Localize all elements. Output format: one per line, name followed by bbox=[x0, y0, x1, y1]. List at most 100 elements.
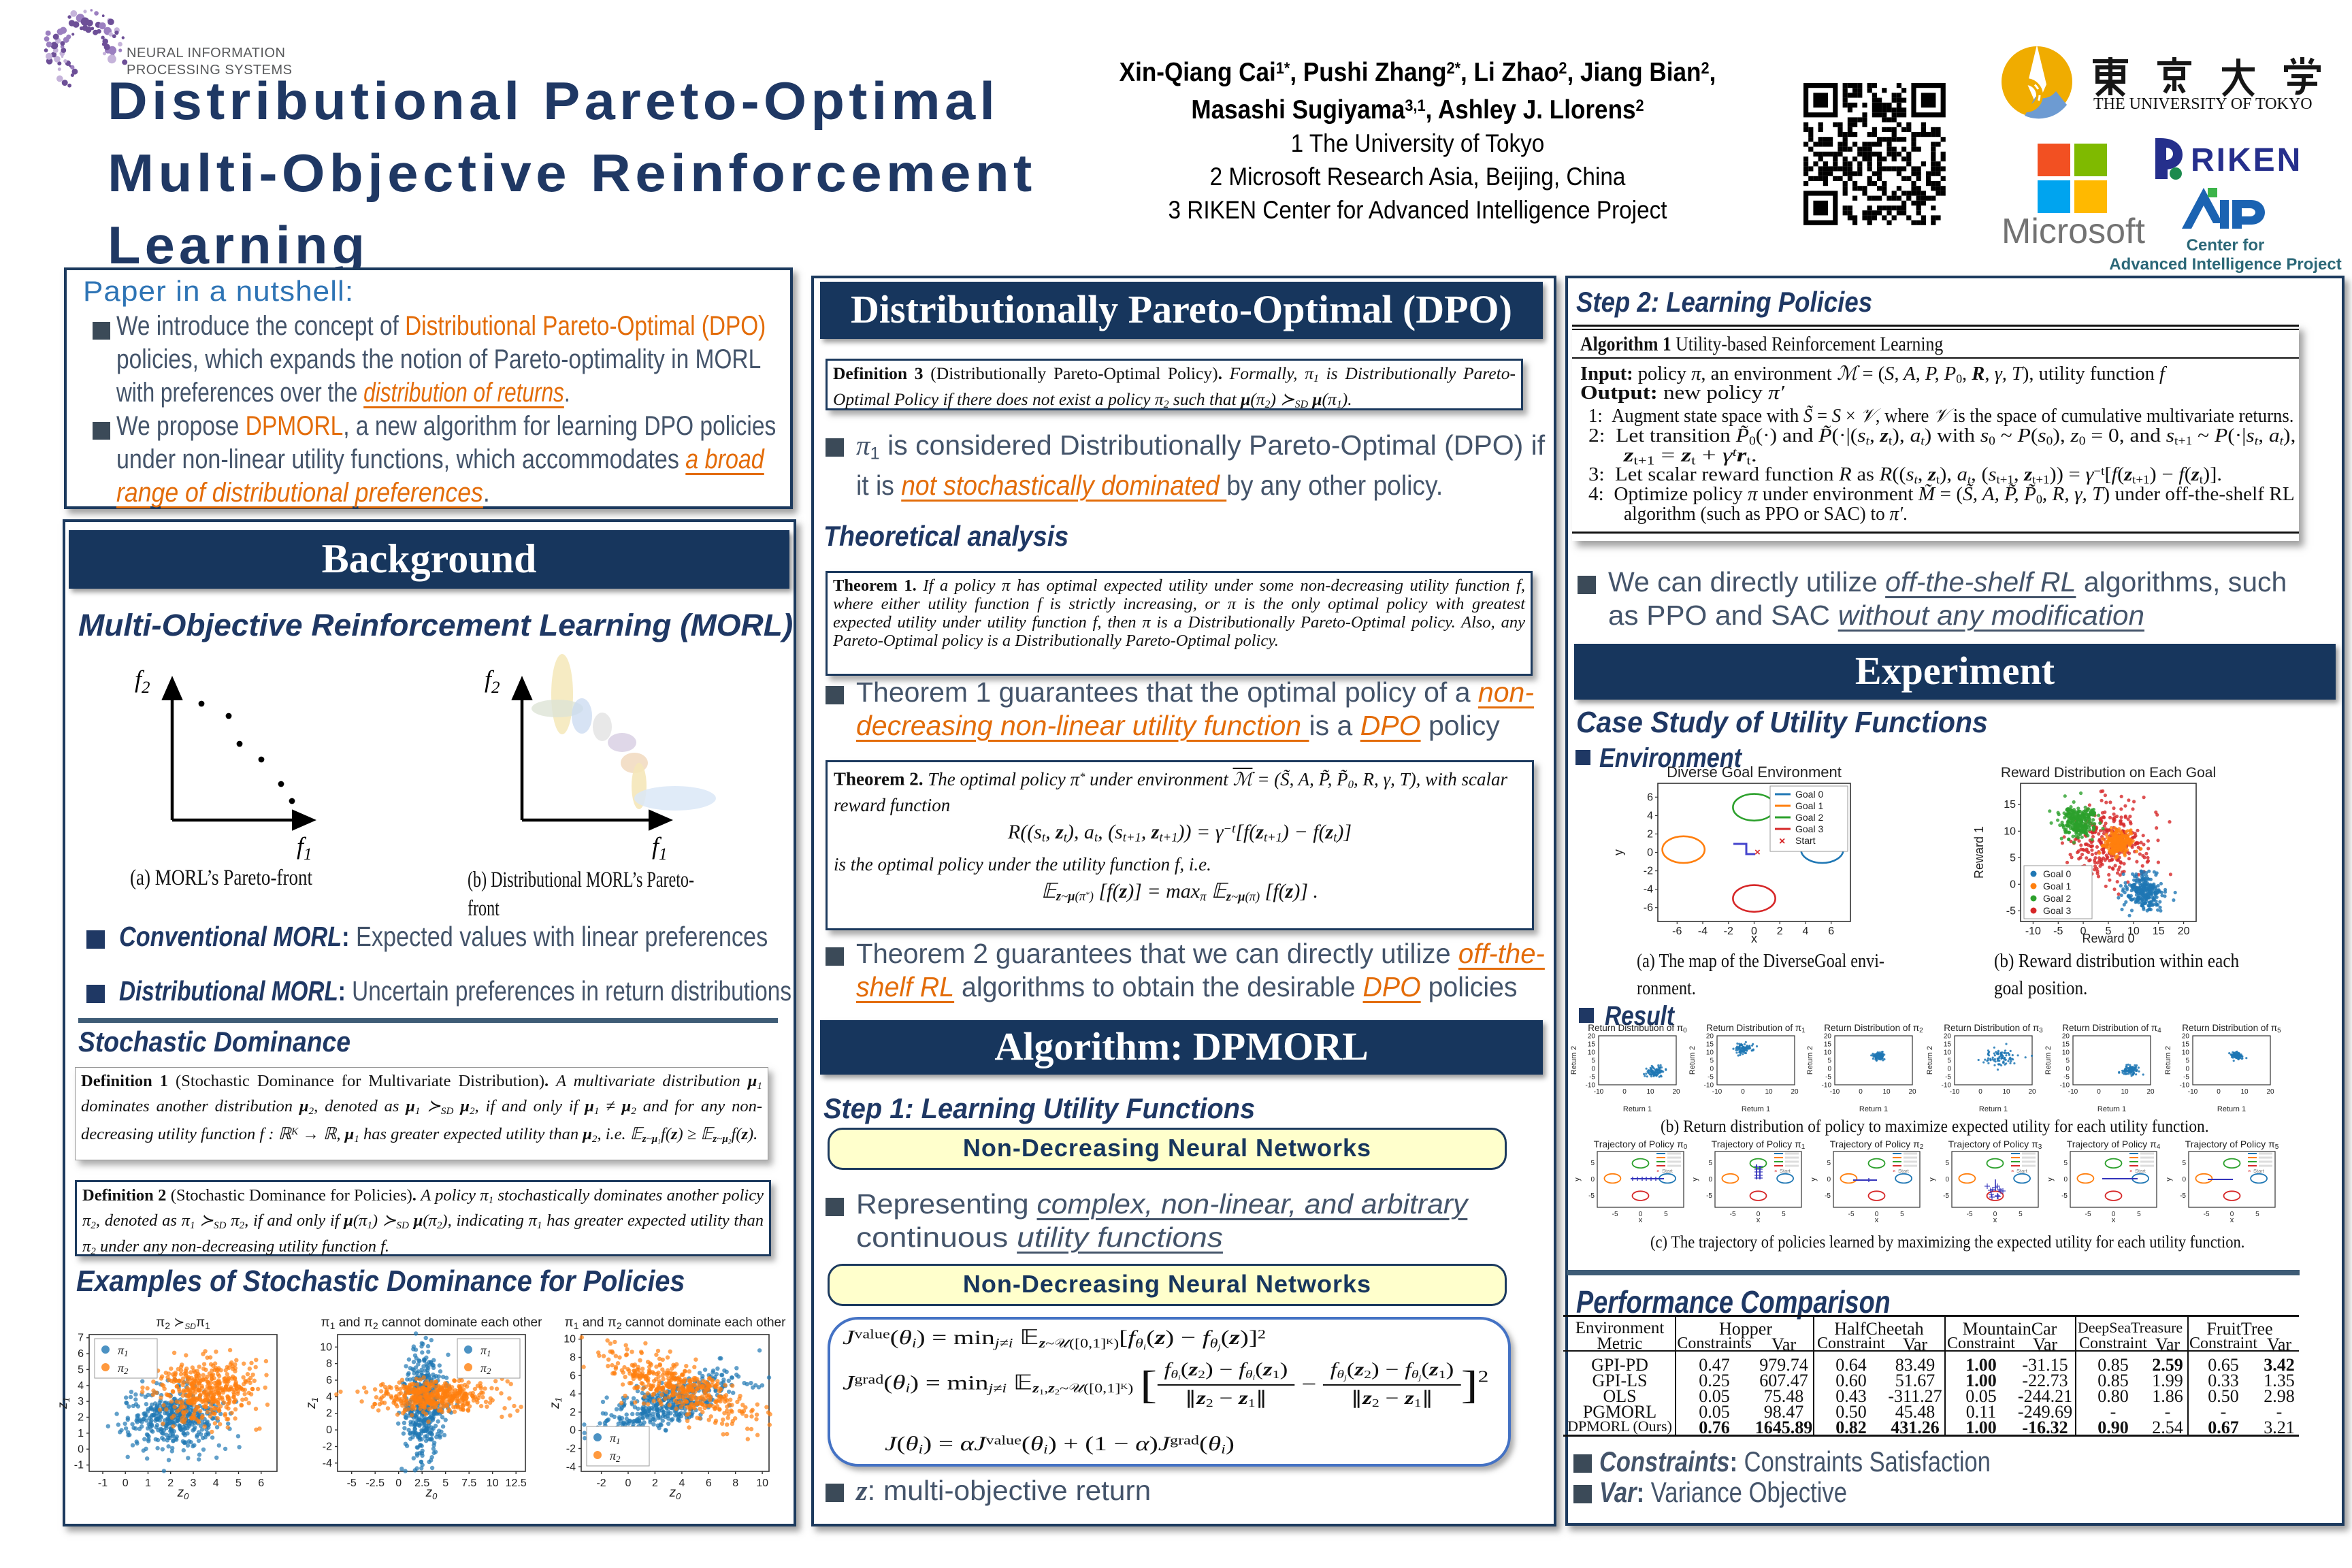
svg-text:0: 0 bbox=[1945, 1176, 1949, 1183]
svg-text:2: 2 bbox=[167, 1477, 174, 1489]
svg-text:10: 10 bbox=[2240, 1088, 2249, 1096]
svg-text:2: 2 bbox=[570, 1407, 576, 1418]
svg-text:10: 10 bbox=[2127, 926, 2140, 937]
svg-text:2: 2 bbox=[326, 1408, 332, 1420]
svg-text:2: 2 bbox=[1777, 926, 1783, 937]
svg-text:15: 15 bbox=[2182, 1041, 2190, 1049]
svg-text:z1: z1 bbox=[58, 1397, 71, 1409]
svg-text:20: 20 bbox=[1706, 1033, 1714, 1041]
svg-text:6: 6 bbox=[258, 1477, 264, 1489]
svg-text:20: 20 bbox=[2062, 1033, 2070, 1041]
svg-text:×: × bbox=[1893, 1168, 1895, 1174]
svg-text:-5: -5 bbox=[1943, 1192, 1949, 1200]
svg-text:10: 10 bbox=[1882, 1088, 1891, 1096]
svg-text:5: 5 bbox=[442, 1477, 448, 1489]
svg-text:12.5: 12.5 bbox=[506, 1477, 527, 1489]
svg-text:5: 5 bbox=[2185, 1058, 2189, 1065]
svg-text:-1: -1 bbox=[74, 1460, 84, 1471]
svg-text:Goal 1: Goal 1 bbox=[2043, 881, 2071, 892]
svg-text:0: 0 bbox=[1827, 1176, 1831, 1183]
svg-text:-5: -5 bbox=[347, 1477, 357, 1489]
svg-text:0: 0 bbox=[1708, 1176, 1712, 1183]
svg-text:-4: -4 bbox=[1698, 926, 1708, 937]
svg-text:6: 6 bbox=[1647, 791, 1653, 803]
svg-text:5: 5 bbox=[1827, 1160, 1831, 1167]
svg-text:Start: Start bbox=[1780, 1168, 1791, 1174]
svg-text:Return Distribution of π2: Return Distribution of π2 bbox=[1824, 1023, 1923, 1034]
svg-text:-10: -10 bbox=[1586, 1082, 1596, 1090]
svg-text:Start: Start bbox=[1795, 835, 1816, 846]
svg-text:y: y bbox=[1573, 1177, 1582, 1181]
svg-text:10: 10 bbox=[2004, 826, 2016, 837]
svg-text:×: × bbox=[2011, 1168, 2014, 1174]
svg-text:-10: -10 bbox=[2068, 1088, 2078, 1096]
svg-text:0: 0 bbox=[122, 1477, 129, 1489]
svg-text:-6: -6 bbox=[1672, 926, 1682, 937]
svg-text:-5: -5 bbox=[1848, 1211, 1855, 1218]
svg-text:Goal 3: Goal 3 bbox=[1795, 823, 1823, 834]
svg-text:0: 0 bbox=[1590, 1176, 1595, 1183]
svg-text:15: 15 bbox=[1706, 1041, 1714, 1049]
svg-text:f2: f2 bbox=[485, 666, 500, 697]
svg-text:-5: -5 bbox=[1967, 1211, 1973, 1218]
svg-text:Start: Start bbox=[1898, 1168, 1910, 1174]
svg-text:0: 0 bbox=[1757, 1211, 1761, 1218]
svg-text:-2: -2 bbox=[323, 1441, 332, 1453]
svg-text:-5: -5 bbox=[1825, 1192, 1831, 1200]
svg-text:Reward Distribution on Each Go: Reward Distribution on Each Goal bbox=[2001, 765, 2216, 781]
svg-text:20: 20 bbox=[2178, 926, 2190, 937]
svg-text:Advanced Intelligence Project: Advanced Intelligence Project bbox=[2109, 255, 2341, 274]
svg-text:Goal 0: Goal 0 bbox=[1795, 789, 1823, 800]
svg-text:20: 20 bbox=[2028, 1088, 2036, 1096]
svg-text:z0: z0 bbox=[177, 1486, 190, 1499]
svg-text:Goal 2: Goal 2 bbox=[1795, 812, 1823, 823]
svg-text:10: 10 bbox=[320, 1341, 332, 1353]
svg-text:-5: -5 bbox=[2053, 926, 2063, 937]
svg-text:15: 15 bbox=[2153, 926, 2165, 937]
svg-text:20: 20 bbox=[2146, 1088, 2155, 1096]
svg-text:5: 5 bbox=[1945, 1160, 1949, 1167]
svg-text:20: 20 bbox=[1672, 1088, 1680, 1096]
svg-text:×: × bbox=[1779, 836, 1785, 847]
svg-text:10: 10 bbox=[1944, 1049, 1952, 1057]
svg-text:4: 4 bbox=[213, 1477, 219, 1489]
svg-text:10: 10 bbox=[2121, 1088, 2129, 1096]
svg-text:10: 10 bbox=[2002, 1088, 2010, 1096]
svg-text:0: 0 bbox=[1591, 1066, 1595, 1073]
svg-text:20: 20 bbox=[1824, 1033, 1832, 1041]
svg-text:Goal 3: Goal 3 bbox=[2043, 905, 2071, 916]
svg-text:-10: -10 bbox=[2188, 1088, 2198, 1096]
svg-text:-5: -5 bbox=[1588, 1192, 1595, 1200]
svg-text:0: 0 bbox=[2217, 1088, 2221, 1096]
svg-text:Return 1: Return 1 bbox=[1979, 1105, 2008, 1113]
svg-text:-10: -10 bbox=[2060, 1082, 2070, 1090]
svg-text:10: 10 bbox=[1706, 1049, 1714, 1057]
svg-text:Return Distribution of π5: Return Distribution of π5 bbox=[2182, 1023, 2281, 1034]
svg-text:10: 10 bbox=[1765, 1088, 1773, 1096]
svg-text:0: 0 bbox=[1859, 1088, 1863, 1096]
svg-text:8: 8 bbox=[732, 1477, 738, 1489]
svg-text:0: 0 bbox=[2080, 926, 2087, 937]
svg-text:-10: -10 bbox=[1950, 1088, 1960, 1096]
svg-text:3: 3 bbox=[191, 1477, 197, 1489]
svg-text:-5: -5 bbox=[1730, 1211, 1736, 1218]
svg-text:π1 and π2 cannot dominate each: π1 and π2 cannot dominate each other bbox=[321, 1316, 543, 1331]
svg-text:10: 10 bbox=[2182, 1049, 2190, 1057]
svg-text:Return 1: Return 1 bbox=[2097, 1105, 2126, 1113]
svg-text:2.5: 2.5 bbox=[414, 1477, 429, 1489]
svg-text:Return 2: Return 2 bbox=[2044, 1046, 2053, 1075]
svg-text:15: 15 bbox=[1588, 1041, 1596, 1049]
svg-text:15: 15 bbox=[1824, 1041, 1832, 1049]
svg-text:-4: -4 bbox=[566, 1461, 576, 1473]
svg-text:20: 20 bbox=[2266, 1088, 2274, 1096]
svg-text:×: × bbox=[1774, 1168, 1777, 1174]
svg-text:x: x bbox=[1993, 1216, 1997, 1223]
svg-text:5: 5 bbox=[1710, 1058, 1714, 1065]
svg-text:1: 1 bbox=[145, 1477, 151, 1489]
svg-text:NEURAL INFORMATION: NEURAL INFORMATION bbox=[127, 46, 285, 61]
svg-text:Trajectory of Policy π1: Trajectory of Policy π1 bbox=[1712, 1139, 1806, 1151]
svg-text:-5: -5 bbox=[2183, 1074, 2189, 1081]
svg-text:-4: -4 bbox=[1644, 884, 1653, 896]
svg-text:2: 2 bbox=[1647, 828, 1653, 840]
svg-text:0: 0 bbox=[1622, 1088, 1627, 1096]
